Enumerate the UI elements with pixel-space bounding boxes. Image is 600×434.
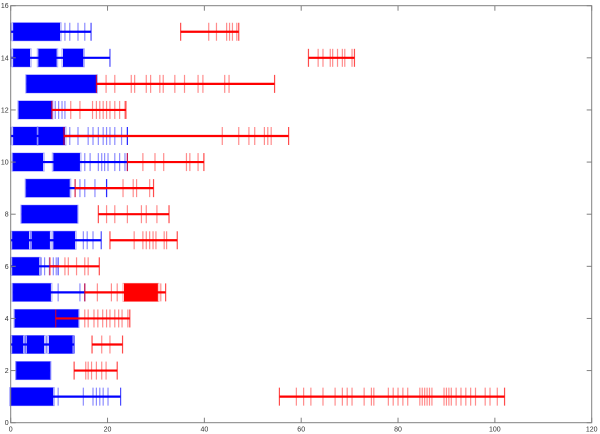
blue-series-row-8 [20,204,79,224]
red-series-row-2 [73,361,118,380]
red-series-row-10 [126,153,205,172]
red-series-row-6 [49,257,100,276]
y-tick-label: 2 [5,368,9,375]
red-series-row-1 [278,387,506,406]
blue-dense-block-edge [20,204,79,224]
red-series-row-12 [51,100,127,119]
y-tick-label: 4 [5,316,9,323]
red-series-row-15 [180,22,240,41]
red-series-row-8 [97,205,170,224]
y-tick-label: 6 [5,264,9,271]
red-series-row-5 [84,282,167,302]
blue-series-row-13 [25,74,98,94]
x-tick-label: 80 [394,427,402,434]
x-tick-label: 0 [9,427,13,434]
x-tick-label: 20 [104,427,112,434]
x-tick-label: 120 [586,427,598,434]
blue-series-row-12 [17,100,66,120]
x-tick-label: 60 [297,427,305,434]
y-tick-label: 10 [1,160,9,167]
chart-marks [9,22,506,407]
y-tick-label: 12 [1,107,9,114]
red-series-row-14 [307,48,356,67]
x-tick-label: 100 [489,427,501,434]
axes: 0 20 40 60 80 100 120 0 2 4 6 8 10 12 14 16 [1,3,598,434]
y-tick-label: 0 [5,420,9,427]
blue-series-row-2 [15,361,52,381]
blue-series-row-10 [11,152,128,172]
red-series-row-13 [95,74,276,93]
y-tick-label: 14 [1,55,9,62]
x-tick-label: 40 [200,427,208,434]
red-series-row-3 [91,335,124,354]
blue-series-row-15 [10,22,92,42]
red-series-row-4 [55,309,131,328]
blue-series-row-3 [10,335,75,355]
red-series-row-9 [74,179,155,198]
blue-series-row-5 [11,282,86,302]
red-series-row-7 [109,231,178,250]
red-series-row-11 [63,127,290,146]
y-tick-label: 16 [1,3,9,10]
blue-series-row-7 [10,230,102,250]
y-tick-label: 8 [5,212,9,219]
